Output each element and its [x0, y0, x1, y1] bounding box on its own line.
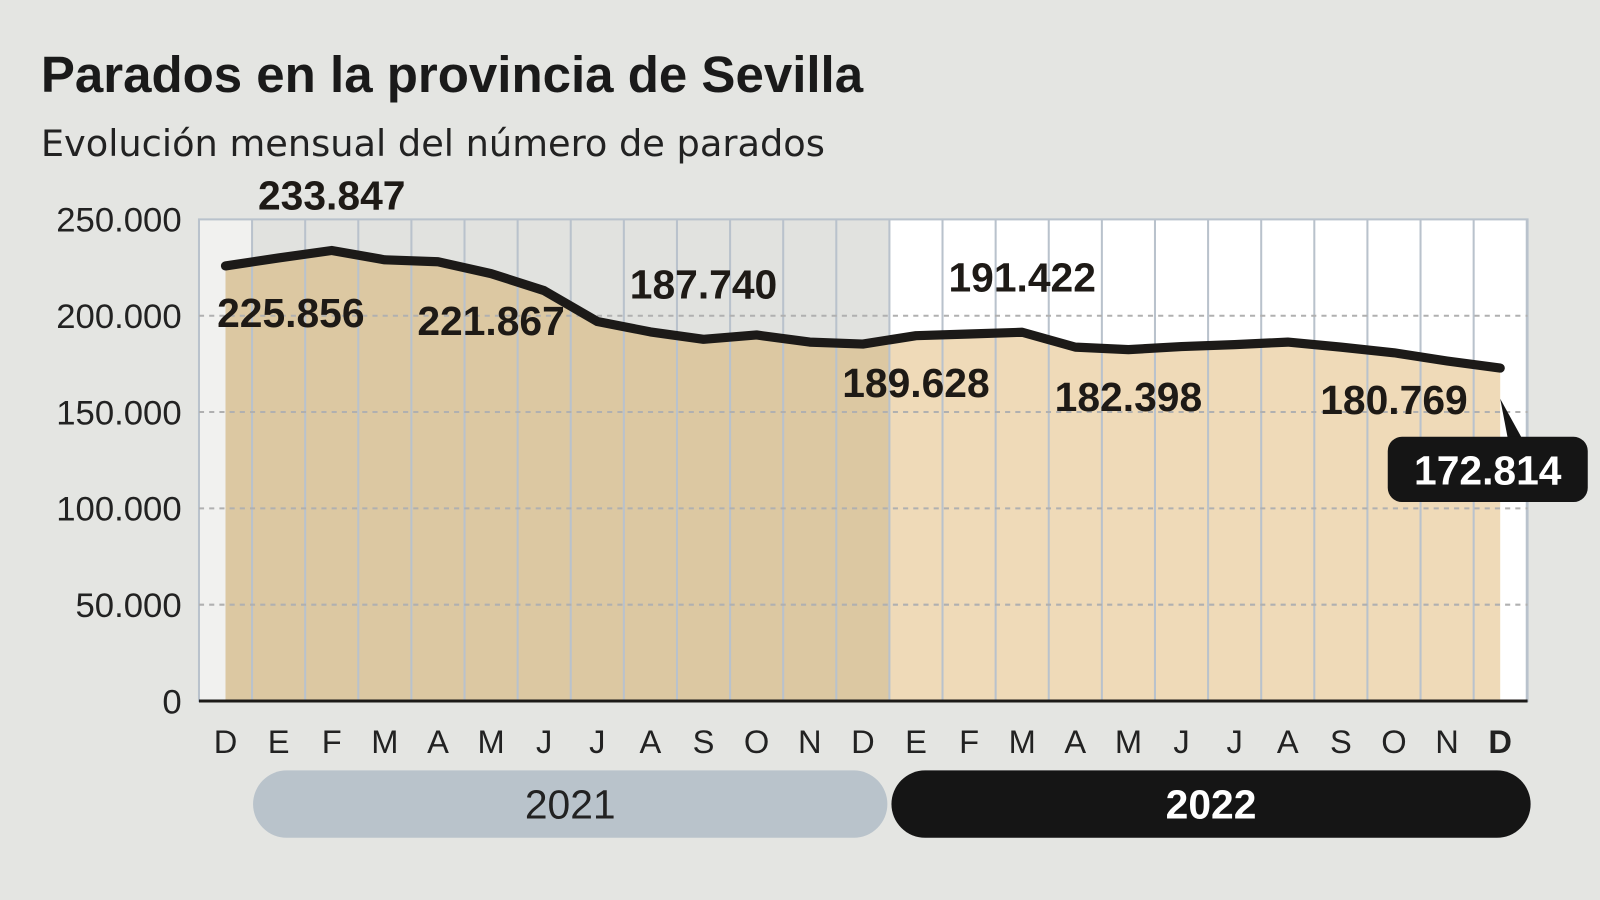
- data-label: 182.398: [1055, 374, 1202, 420]
- x-tick-label: A: [427, 723, 449, 760]
- x-tick-label: N: [798, 723, 822, 760]
- data-label: 233.847: [258, 173, 405, 219]
- data-label: 221.867: [417, 298, 564, 344]
- y-tick-label: 50.000: [76, 587, 182, 625]
- x-tick-label: D: [1488, 723, 1512, 760]
- x-tick-label: E: [268, 723, 290, 760]
- x-tick-label: A: [1277, 723, 1299, 760]
- chart-subtitle: Evolución mensual del número de parados: [41, 122, 825, 165]
- year-label: 2021: [525, 781, 616, 827]
- x-tick-label: D: [214, 723, 238, 760]
- x-tick-label: M: [1115, 723, 1142, 760]
- data-label: 187.740: [630, 262, 777, 308]
- y-tick-label: 150.000: [56, 394, 181, 432]
- x-tick-label: S: [693, 723, 715, 760]
- y-tick-label: 200.000: [56, 298, 181, 336]
- area-2021: [225, 250, 890, 702]
- highlight-label: 172.814: [1414, 448, 1562, 494]
- highlight-label-box: [1387, 436, 1588, 503]
- year-pill-2021: [253, 770, 888, 838]
- x-tick-label: O: [1381, 723, 1406, 760]
- area-2022: [889, 332, 1501, 702]
- x-tick-label: J: [1226, 723, 1242, 760]
- y-tick-label: 0: [162, 683, 181, 721]
- x-tick-label: F: [959, 723, 979, 760]
- x-tick-label: N: [1435, 723, 1459, 760]
- x-tick-label: M: [371, 723, 398, 760]
- x-tick-label: M: [1009, 723, 1036, 760]
- x-tick-label: A: [1064, 723, 1086, 760]
- x-tick-label: M: [477, 723, 504, 760]
- year-pill-2022: [891, 770, 1531, 838]
- y-tick-label: 100.000: [56, 491, 181, 529]
- year-label: 2022: [1166, 781, 1257, 827]
- callout-pointer: [1500, 398, 1523, 442]
- x-tick-label: F: [322, 723, 342, 760]
- data-label: 191.422: [948, 254, 1095, 300]
- data-label: 225.856: [217, 290, 364, 336]
- x-tick-label: E: [905, 723, 927, 760]
- data-label: 180.769: [1320, 377, 1467, 423]
- x-tick-label: S: [1330, 723, 1352, 760]
- x-tick-label: J: [1173, 723, 1189, 760]
- data-label: 189.628: [842, 360, 989, 406]
- x-tick-label: D: [851, 723, 875, 760]
- x-tick-label: A: [640, 723, 662, 760]
- x-tick-label: O: [744, 723, 769, 760]
- x-tick-label: J: [589, 723, 605, 760]
- x-tick-label: J: [536, 723, 552, 760]
- plot-area: 250.000 200.000 150.000 100.000 50.000 0 225.8…: [56, 173, 1588, 838]
- chart-title: Parados en la provincia de Sevilla: [41, 46, 864, 103]
- y-tick-label: 250.000: [56, 202, 181, 240]
